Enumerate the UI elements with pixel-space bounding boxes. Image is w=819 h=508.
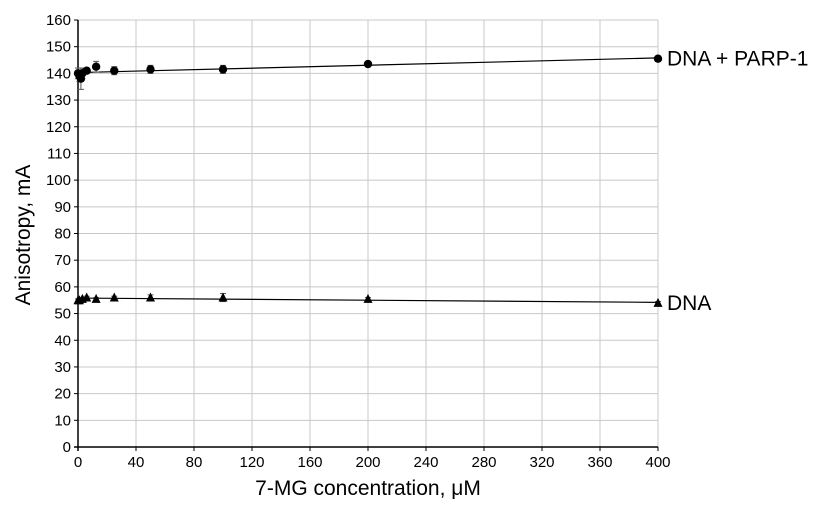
triangle-marker <box>653 297 663 307</box>
y-tick-label: 90 <box>54 199 71 216</box>
circle-marker <box>82 66 91 75</box>
x-tick-label: 320 <box>529 454 554 471</box>
x-tick-label: 200 <box>355 454 380 471</box>
circle-marker <box>110 66 119 75</box>
circle-marker <box>146 65 155 74</box>
x-tick-label: 360 <box>587 454 612 471</box>
y-axis-label: Anisotropy, mA <box>12 165 35 306</box>
axes <box>74 20 658 451</box>
series-label: DNA <box>667 292 711 315</box>
y-tick-label: 30 <box>54 359 71 376</box>
x-tick-label: 400 <box>645 454 670 471</box>
circle-marker <box>363 59 373 69</box>
x-tick-label: 0 <box>74 454 82 471</box>
y-tick-label: 80 <box>54 226 71 243</box>
circle-marker <box>91 62 101 71</box>
x-tick-label: 80 <box>186 454 203 471</box>
y-tick-label: 40 <box>54 332 71 349</box>
circle-marker <box>653 54 663 63</box>
y-tick-label: 70 <box>54 252 71 269</box>
y-tick-label: 10 <box>54 412 71 429</box>
y-tick-label: 150 <box>46 39 71 56</box>
triangle-marker <box>363 293 373 303</box>
y-tick-label: 160 <box>46 12 71 29</box>
circle-marker <box>218 65 228 74</box>
grid-lines <box>77 19 659 448</box>
y-tick-label: 130 <box>46 92 71 109</box>
y-tick-labels: 0 10 20 30 40 50 60 70 80 90 100 110 120 130 140 150 160 <box>46 12 78 456</box>
triangle-marker <box>109 292 119 302</box>
x-tick-label: 40 <box>128 454 145 471</box>
series-label: DNA + PARP-1 <box>667 48 808 71</box>
triangle-marker <box>146 292 155 302</box>
y-tick-label: 110 <box>47 145 71 162</box>
y-tick-label: 0 <box>63 439 71 456</box>
y-tick-label: 20 <box>54 386 71 403</box>
x-tick-label: 280 <box>471 454 496 471</box>
y-tick-label: 140 <box>46 65 71 82</box>
y-tick-label: 50 <box>54 306 71 323</box>
triangle-marker <box>91 293 101 303</box>
x-tick-label: 240 <box>413 454 438 471</box>
x-tick-label: 160 <box>297 454 322 471</box>
y-tick-label: 120 <box>46 119 71 136</box>
x-tick-labels: 0 40 80 120 160 200 240 280 320 360 400 <box>74 447 671 471</box>
series-labels: DNA + PARP-1 DNA <box>667 48 808 315</box>
x-axis-label: 7-MG concentration, μM <box>255 477 481 500</box>
data-markers <box>73 54 663 307</box>
triangle-marker <box>82 292 92 302</box>
x-tick-label: 120 <box>239 454 264 471</box>
y-tick-label: 60 <box>54 279 71 296</box>
triangle-marker <box>218 292 228 302</box>
y-tick-label: 100 <box>46 172 71 189</box>
